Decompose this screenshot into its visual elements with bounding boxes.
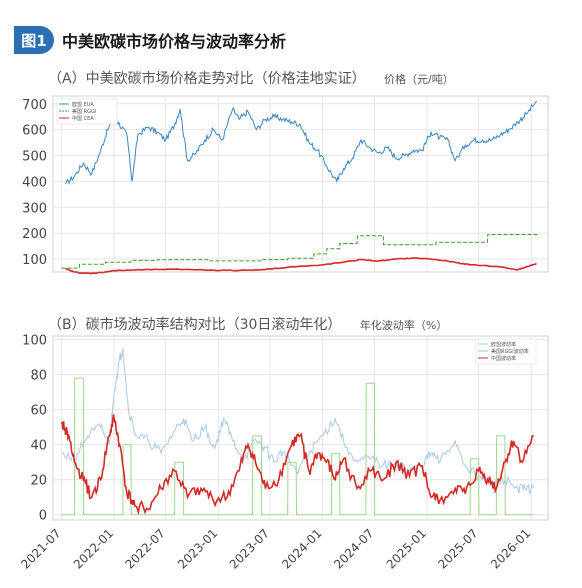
price-series-line — [65, 100, 537, 186]
vol-legend-label: 欧盟波动率 — [491, 341, 516, 348]
price-ytick-label: 500 — [22, 150, 47, 165]
panel-a-ylabel: 价格（元/吨） — [384, 73, 454, 86]
vol-xtick-label: 2023-07 — [227, 526, 272, 571]
panel-a-title-text: （A）中美欧碳市场价格走势对比（价格洼地实证） — [48, 71, 366, 87]
vol-ytick-label: 20 — [30, 474, 47, 489]
price-ytick-label: 700 — [22, 98, 47, 113]
vol-xtick-label: 2024-07 — [331, 526, 376, 571]
vol-ytick-label: 80 — [30, 369, 47, 384]
vol-legend-box — [475, 338, 537, 365]
vol-xtick-label: 2026-01 — [488, 526, 533, 571]
vol-xtick-label: 2024-01 — [279, 526, 324, 571]
panel-a-title: （A）中美欧碳市场价格走势对比（价格洼地实证） 价格（元/吨） — [48, 68, 454, 88]
panel-b-title: （B）碳市场波动率结构对比（30日滚动年化） 年化波动率（%） — [48, 314, 447, 334]
panel-b-ylabel: 年化波动率（%） — [359, 319, 448, 332]
price-series-line — [61, 234, 538, 269]
price-legend-label: 中国 CEA — [72, 115, 94, 122]
vol-ytick-label: 40 — [30, 439, 47, 454]
vol-legend-label: 美国RGGI波动率 — [491, 348, 529, 355]
vol-legend-label: 中国波动率 — [491, 355, 516, 362]
price-ytick-label: 200 — [22, 227, 47, 242]
vol-xtick-label: 2021-07 — [18, 526, 63, 571]
price-series-line — [65, 256, 537, 275]
vol-series-line — [61, 377, 534, 516]
vol-ytick-label: 60 — [30, 404, 47, 419]
vol-xtick-label: 2022-07 — [123, 526, 168, 571]
vol-xtick-label: 2025-01 — [384, 526, 429, 571]
panel-b-title-text: （B）碳市场波动率结构对比（30日滚动年化） — [48, 317, 342, 333]
vol-plot-frame — [52, 335, 549, 521]
price-legend-box — [56, 98, 118, 125]
figure-badge: 图1 — [14, 26, 54, 54]
price-ytick-label: 300 — [22, 201, 47, 216]
figure-header: 图1 中美欧碳市场价格与波动率分析 — [14, 26, 286, 54]
price-ytick-label: 400 — [22, 175, 47, 190]
price-ytick-label: 600 — [22, 124, 47, 139]
figure-title: 中美欧碳市场价格与波动率分析 — [62, 32, 287, 51]
vol-xtick-label: 2022-01 — [71, 526, 116, 571]
vol-xtick-label: 2023-01 — [175, 526, 220, 571]
price-ytick-label: 100 — [22, 253, 47, 268]
price-legend-label: 欧盟 EUA — [72, 101, 94, 108]
vol-xtick-label: 2025-07 — [435, 526, 480, 571]
vol-ytick-label: 100 — [22, 334, 47, 349]
price-plot-frame — [52, 95, 549, 273]
vol-series-line — [61, 348, 535, 495]
price-legend-label: 美国 RGGI — [72, 108, 96, 115]
vol-series-line — [60, 414, 534, 516]
vol-ytick-label: 0 — [39, 509, 47, 524]
